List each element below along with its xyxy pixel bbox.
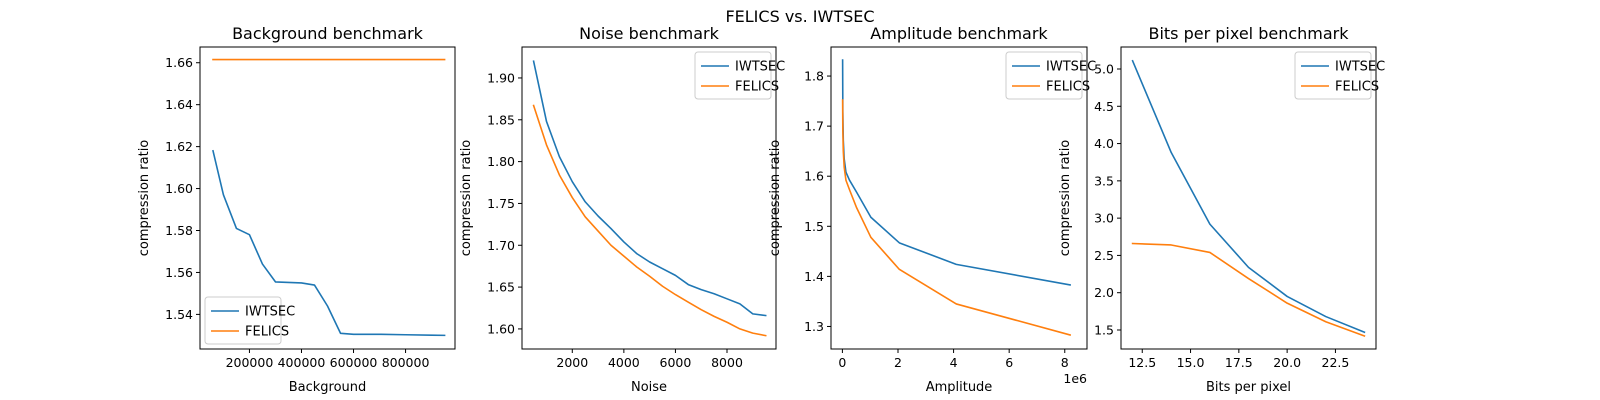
noise-y-tick-label: 1.75	[487, 196, 515, 211]
bpp-y-tick-label: 1.5	[1094, 322, 1114, 337]
bpp-legend-box	[1294, 51, 1372, 100]
background-x-tick-label: 800000	[382, 355, 430, 370]
noise-y-tick-label: 1.85	[487, 112, 515, 127]
noise-felics-line	[532, 104, 767, 337]
amplitude-y-tick-label: 1.3	[804, 319, 824, 334]
bpp-x-axis-label: Bits per pixel	[1206, 380, 1291, 395]
amplitude-felics-line	[841, 99, 1072, 336]
background-y-tick-label: 1.54	[165, 307, 193, 322]
bpp-y-tick-label: 5.0	[1094, 61, 1114, 76]
background-y-tick-label: 1.58	[165, 223, 193, 238]
noise-x-axis-label: Noise	[631, 380, 667, 395]
bpp-x-tick-label: 22.5	[1322, 355, 1350, 370]
amplitude-x-offset-label: 1e6	[1063, 371, 1087, 386]
figure-title: FELICS vs. IWTSEC	[725, 7, 874, 26]
noise-y-tick-label: 1.65	[487, 280, 515, 295]
bpp-y-tick-label: 3.5	[1094, 173, 1114, 188]
bpp-y-tick-label: 3.0	[1094, 211, 1114, 226]
background-x-axis-label: Background	[289, 380, 367, 395]
noise-iwtsec-line	[532, 60, 767, 317]
bpp-felics-line	[1131, 242, 1366, 337]
amplitude-y-tick-label: 1.4	[804, 269, 824, 284]
noise-title: Noise benchmark	[579, 24, 720, 43]
background-x-tick-label: 400000	[278, 355, 326, 370]
panel-bpp: 12.5 15.0 17.5 20.0 22.5 1.5 2.0 2.5 3.0 3.5 4.0 4.…	[1058, 24, 1385, 395]
noise-axes-frame	[521, 46, 777, 350]
noise-legend-label-felics: FELICS	[735, 80, 779, 95]
bpp-y-tick-label: 2.5	[1094, 248, 1114, 263]
amplitude-y-tick-label: 1.5	[804, 219, 824, 234]
bpp-y-tick-label: 2.0	[1094, 285, 1114, 300]
amplitude-x-axis-label: Amplitude	[926, 380, 993, 395]
bpp-y-axis-label: compression ratio	[1058, 140, 1073, 257]
background-y-tick-label: 1.56	[165, 265, 193, 280]
noise-x-tick-label: 8000	[711, 355, 743, 370]
background-title: Background benchmark	[232, 24, 424, 43]
bpp-iwtsec-line	[1131, 59, 1366, 334]
bpp-x-tick-label: 15.0	[1177, 355, 1205, 370]
background-legend-label-felics: FELICS	[245, 325, 289, 340]
amplitude-y-axis-label: compression ratio	[768, 140, 783, 257]
amplitude-x-tick-label: 2	[894, 355, 902, 370]
amplitude-title: Amplitude benchmark	[870, 24, 1048, 43]
noise-legend-label-iwtsec: IWTSEC	[735, 60, 785, 75]
background-legend: IWTSEC FELICS	[204, 296, 295, 345]
bpp-y-tick-label: 4.5	[1094, 99, 1114, 114]
background-legend-label-iwtsec: IWTSEC	[245, 305, 295, 320]
panel-background: 200000 400000 600000 800000 1.54 1.56 1.58 1.60…	[137, 24, 456, 395]
bpp-y-tick-label: 4.0	[1094, 136, 1114, 151]
bpp-legend-label-felics: FELICS	[1335, 80, 1379, 95]
panel-noise: 2000 4000 6000 8000 1.60 1.65 1.70 1.75 1.80 1.85…	[459, 24, 785, 395]
bpp-x-tick-label: 20.0	[1273, 355, 1301, 370]
amplitude-legend-box	[1005, 51, 1083, 100]
background-y-tick-label: 1.66	[165, 55, 193, 70]
amplitude-x-tick-label: 8	[1061, 355, 1069, 370]
amplitude-legend: IWTSEC FELICS	[1005, 51, 1096, 100]
noise-x-tick-label: 4000	[608, 355, 640, 370]
bpp-legend: IWTSEC FELICS	[1294, 51, 1385, 100]
background-iwtsec-line	[212, 149, 446, 337]
panel-amplitude: 0 2 4 6 8 1.3 1.4 1.5 1.6 1.7 1.8 1e6 Amplitude benc…	[768, 24, 1096, 395]
noise-x-tick-label: 2000	[556, 355, 588, 370]
bpp-x-tick-label: 12.5	[1128, 355, 1156, 370]
noise-y-tick-label: 1.90	[487, 70, 515, 85]
background-x-tick-label: 200000	[226, 355, 274, 370]
background-y-axis-label: compression ratio	[137, 140, 152, 257]
bpp-legend-label-iwtsec: IWTSEC	[1335, 60, 1385, 75]
amplitude-legend-label-iwtsec: IWTSEC	[1046, 60, 1096, 75]
amplitude-x-tick-label: 6	[1005, 355, 1013, 370]
noise-y-tick-label: 1.70	[487, 238, 515, 253]
bpp-title: Bits per pixel benchmark	[1148, 24, 1349, 43]
amplitude-y-tick-label: 1.8	[804, 69, 824, 84]
background-x-tick-label: 600000	[330, 355, 378, 370]
background-y-tick-label: 1.60	[165, 181, 193, 196]
background-y-tick-label: 1.62	[165, 139, 193, 154]
background-y-tick-label: 1.64	[165, 97, 193, 112]
noise-x-tick-label: 6000	[660, 355, 692, 370]
background-axes-frame	[199, 46, 456, 350]
noise-legend-box	[694, 51, 772, 100]
noise-y-tick-label: 1.60	[487, 321, 515, 336]
noise-y-axis-label: compression ratio	[459, 140, 474, 257]
amplitude-y-tick-label: 1.6	[804, 169, 824, 184]
bpp-x-tick-label: 17.5	[1225, 355, 1253, 370]
amplitude-x-tick-label: 0	[838, 355, 846, 370]
amplitude-axes-frame	[830, 46, 1088, 350]
amplitude-legend-label-felics: FELICS	[1046, 80, 1090, 95]
amplitude-x-tick-label: 4	[950, 355, 958, 370]
background-legend-box	[204, 296, 282, 345]
noise-legend: IWTSEC FELICS	[694, 51, 785, 100]
bpp-axes-frame	[1120, 46, 1377, 350]
amplitude-y-tick-label: 1.7	[804, 119, 824, 134]
noise-y-tick-label: 1.80	[487, 154, 515, 169]
